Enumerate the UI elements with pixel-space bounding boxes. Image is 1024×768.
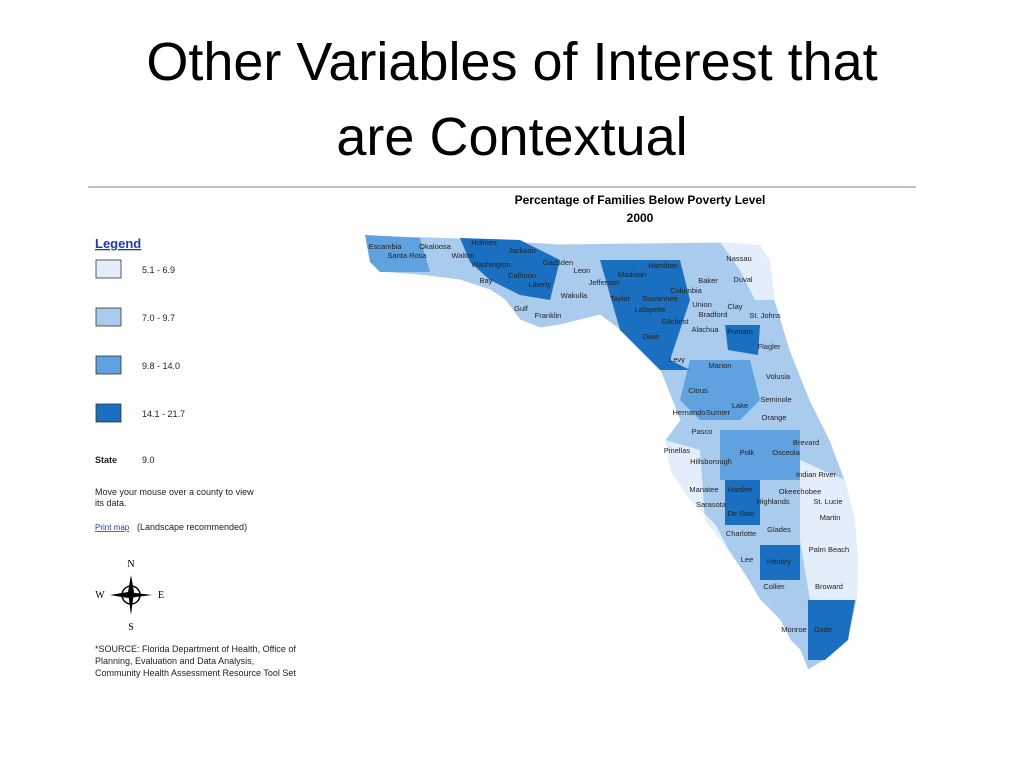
state-label: State [95,455,117,465]
county-label: Pinellas [664,446,691,455]
county-label: Volusia [766,372,791,381]
county-label: Highlands [756,497,790,506]
compass: N W E S [95,559,164,633]
county-label: Palm Beach [809,545,849,554]
county-label: Union [692,300,712,309]
county-label: Dixie [643,332,660,341]
legend-heading[interactable]: Legend [95,236,141,251]
county-label: St. Lucie [813,497,842,506]
county-label: Monroe [781,625,806,634]
county-label: Okaloosa [419,242,452,251]
county-label: Orange [761,413,786,422]
legend-swatch [95,259,122,279]
county-label: Charlotte [726,529,756,538]
county-label: Levy [669,355,685,364]
county-label: Alachua [691,325,719,334]
county-label: Holmes [471,238,497,247]
legend-label: 5.1 - 6.9 [142,265,175,275]
county-label: Broward [815,582,843,591]
county-label: Gadsden [543,258,573,267]
county-label: Seminole [760,395,791,404]
note: its data. [95,498,127,508]
state-value: 9.0 [142,455,155,465]
county-label: Lee [741,555,754,564]
county-label: Nassau [726,254,751,263]
county-label: Jackson [508,246,536,255]
county-label: Dade [814,625,832,634]
county-label: Bay [480,276,493,285]
legend-label: 7.0 - 9.7 [142,313,175,323]
slide-title: are Contextual [336,107,687,167]
county-label: St. Johns [749,311,781,320]
county-label: Sumter [706,408,731,417]
county-label: Flagler [758,342,781,351]
county-label: Indian River [796,470,837,479]
county-label: Baker [698,276,718,285]
county-label: Lake [732,401,748,410]
county-label: Madison [618,270,646,279]
print-note: (Landscape recommended) [137,522,247,532]
county-label: Jefferson [589,278,620,287]
legend-swatch [95,403,122,423]
county-label: Hardee [728,485,753,494]
compass-w: W [95,590,105,601]
county-label: Putnam [727,327,753,336]
county-label: Taylor [610,294,631,303]
county-label: Suwannee [642,294,677,303]
county-label: Escambia [369,242,403,251]
county-label: Marion [709,361,732,370]
county-label: Leon [574,266,591,275]
legend-swatch [95,355,122,375]
source: Community Health Assessment Resource Too… [95,668,296,678]
county-label: Manatee [689,485,718,494]
county-label: Polk [740,448,755,457]
county-label: Gilchrist [661,317,689,326]
county-label: Washington [471,260,510,269]
county-label: Martin [820,513,841,522]
florida-map [364,234,859,671]
county-label: Citrus [688,386,708,395]
county-label: Calhoun [508,271,536,280]
county-label: Hamilton [648,261,678,270]
county-label: De Soto [727,509,754,518]
county-label: Columbia [670,286,703,295]
county-label: Glades [767,525,791,534]
county-label: Okeechobee [779,487,822,496]
note: Move your mouse over a county to view [95,487,254,497]
slide-title: Other Variables of Interest that [146,32,877,92]
legend: 5.1 - 6.9 7.0 - 9.7 9.8 - 14.0 14.1 - 21.7 [95,259,185,423]
source: *SOURCE: Florida Department of Health, O… [95,644,296,654]
county-label: Collier [763,582,785,591]
compass-s: S [128,622,134,633]
county-label: Hernando [673,408,706,417]
county-label: Hendry [767,557,791,566]
county-label: Osceola [772,448,800,457]
source: Planning, Evaluation and Data Analysis, [95,656,254,666]
county-label: Duval [733,275,753,284]
county-label: Franklin [535,311,562,320]
county-label: Liberty [529,280,552,289]
map-title: Percentage of Families Below Poverty Lev… [515,193,766,207]
county-label: Lafayette [635,305,666,314]
compass-n: N [127,559,134,570]
map-subtitle: 2000 [627,211,654,225]
county-label: Bradford [699,310,728,319]
county-label: Sarasota [696,500,727,509]
legend-label: 14.1 - 21.7 [142,409,185,419]
county-label: Gulf [514,304,529,313]
county-label: Brevard [793,438,819,447]
legend-swatch [95,307,122,327]
county-label: Hillsborough [690,457,732,466]
county-label: Clay [727,302,742,311]
county-label: Santa Rosa [387,251,427,260]
legend-label: 9.8 - 14.0 [142,361,180,371]
county-label: Wakulla [561,291,588,300]
print-link[interactable]: Print map [95,523,130,532]
county-label: Pasco [692,427,713,436]
county-label: Walton [451,251,474,260]
compass-e: E [158,590,164,601]
